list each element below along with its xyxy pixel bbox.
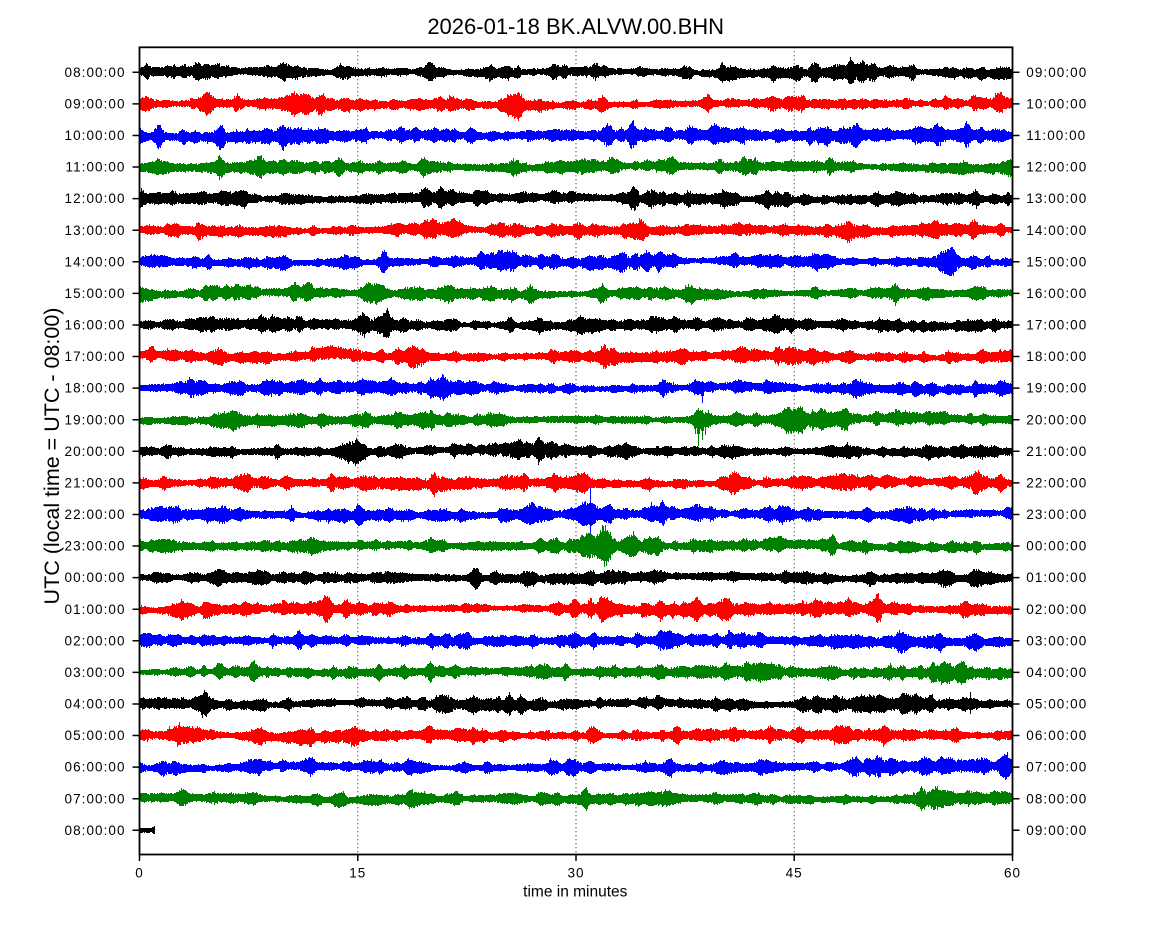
svg-text:09:00:00: 09:00:00: [1026, 65, 1087, 80]
svg-text:02:00:00: 02:00:00: [1026, 602, 1087, 617]
svg-text:08:00:00: 08:00:00: [65, 823, 126, 838]
svg-text:18:00:00: 18:00:00: [1026, 349, 1087, 364]
svg-text:UTC (local time = UTC - 08:00): UTC (local time = UTC - 08:00): [40, 308, 64, 605]
svg-text:12:00:00: 12:00:00: [65, 191, 126, 206]
svg-text:10:00:00: 10:00:00: [1026, 97, 1087, 112]
svg-text:09:00:00: 09:00:00: [1026, 823, 1087, 838]
svg-text:14:00:00: 14:00:00: [65, 254, 126, 269]
svg-text:17:00:00: 17:00:00: [65, 349, 126, 364]
svg-text:23:00:00: 23:00:00: [1026, 507, 1087, 522]
svg-text:23:00:00: 23:00:00: [65, 539, 126, 554]
svg-text:06:00:00: 06:00:00: [65, 760, 126, 775]
svg-text:30: 30: [567, 865, 584, 880]
svg-text:05:00:00: 05:00:00: [65, 728, 126, 743]
svg-text:02:00:00: 02:00:00: [65, 633, 126, 648]
svg-text:16:00:00: 16:00:00: [65, 318, 126, 333]
svg-text:12:00:00: 12:00:00: [1026, 160, 1087, 175]
svg-text:13:00:00: 13:00:00: [1026, 191, 1087, 206]
svg-text:15:00:00: 15:00:00: [1026, 254, 1087, 269]
svg-text:22:00:00: 22:00:00: [65, 507, 126, 522]
svg-text:04:00:00: 04:00:00: [65, 697, 126, 712]
svg-text:10:00:00: 10:00:00: [65, 128, 126, 143]
svg-text:08:00:00: 08:00:00: [1026, 791, 1087, 806]
svg-text:07:00:00: 07:00:00: [1026, 760, 1087, 775]
svg-text:21:00:00: 21:00:00: [65, 476, 126, 491]
svg-text:19:00:00: 19:00:00: [65, 412, 126, 427]
svg-text:11:00:00: 11:00:00: [1026, 128, 1086, 143]
svg-text:17:00:00: 17:00:00: [1026, 318, 1087, 333]
svg-text:06:00:00: 06:00:00: [1026, 728, 1087, 743]
svg-text:13:00:00: 13:00:00: [65, 223, 126, 238]
svg-text:21:00:00: 21:00:00: [1026, 444, 1087, 459]
svg-text:20:00:00: 20:00:00: [65, 444, 126, 459]
svg-text:19:00:00: 19:00:00: [1026, 381, 1087, 396]
svg-text:07:00:00: 07:00:00: [65, 791, 126, 806]
svg-text:60: 60: [1004, 865, 1021, 880]
svg-text:01:00:00: 01:00:00: [1026, 570, 1087, 585]
svg-text:00:00:00: 00:00:00: [65, 570, 126, 585]
svg-text:09:00:00: 09:00:00: [65, 97, 126, 112]
svg-text:20:00:00: 20:00:00: [1026, 412, 1087, 427]
svg-text:22:00:00: 22:00:00: [1026, 476, 1087, 491]
svg-text:05:00:00: 05:00:00: [1026, 697, 1087, 712]
svg-text:03:00:00: 03:00:00: [65, 665, 126, 680]
svg-text:18:00:00: 18:00:00: [65, 381, 126, 396]
svg-text:16:00:00: 16:00:00: [1026, 286, 1087, 301]
svg-text:08:00:00: 08:00:00: [65, 65, 126, 80]
svg-text:0: 0: [135, 865, 144, 880]
svg-text:00:00:00: 00:00:00: [1026, 539, 1087, 554]
svg-text:2026-01-18 BK.ALVW.00.BHN: 2026-01-18 BK.ALVW.00.BHN: [427, 14, 724, 39]
svg-text:45: 45: [786, 865, 803, 880]
svg-text:11:00:00: 11:00:00: [66, 160, 126, 175]
svg-text:15: 15: [349, 865, 366, 880]
svg-text:03:00:00: 03:00:00: [1026, 633, 1087, 648]
svg-text:14:00:00: 14:00:00: [1026, 223, 1087, 238]
svg-text:01:00:00: 01:00:00: [65, 602, 126, 617]
svg-text:04:00:00: 04:00:00: [1026, 665, 1087, 680]
svg-text:15:00:00: 15:00:00: [65, 286, 126, 301]
svg-text:time in minutes: time in minutes: [523, 883, 627, 900]
